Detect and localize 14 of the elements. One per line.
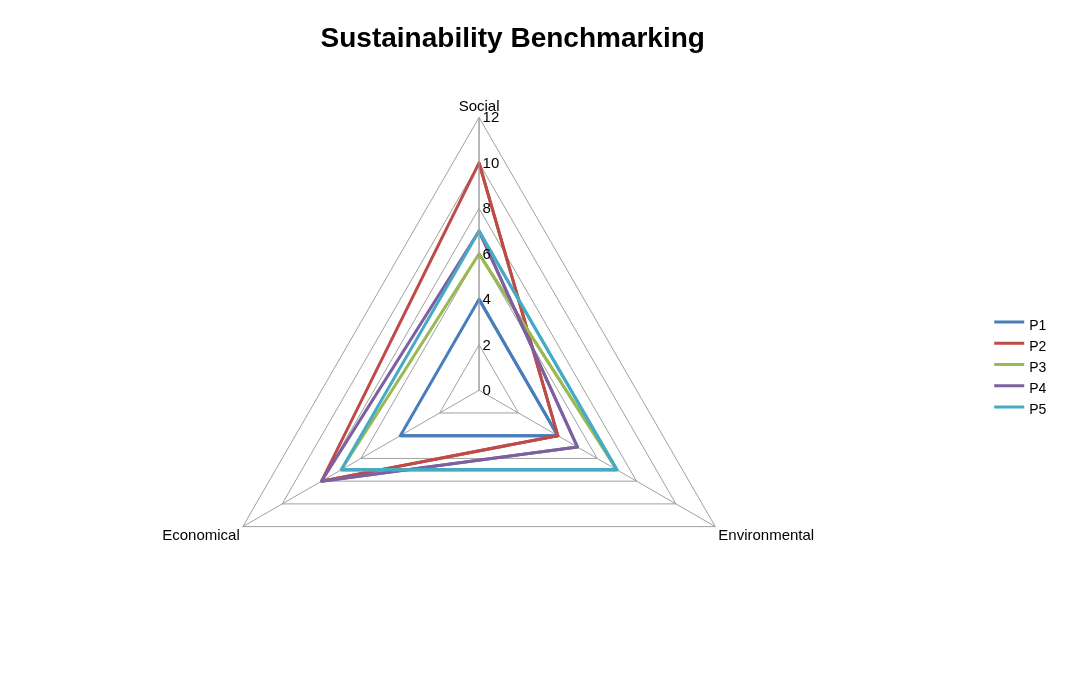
legend-label: P2	[1029, 337, 1047, 354]
spoke-label: Economical	[162, 526, 240, 544]
y-tick-label: 8	[482, 199, 491, 217]
legend-label: P3	[1029, 358, 1047, 375]
spoke-label: Environmental	[718, 526, 815, 544]
legend-label: P1	[1029, 316, 1047, 333]
chart-title: Sustainability Benchmarking	[320, 22, 705, 54]
y-tick-label: 6	[482, 244, 491, 262]
y-tick-label: 10	[482, 153, 500, 171]
legend-label: P4	[1029, 380, 1047, 397]
legend-label: P5	[1029, 401, 1047, 418]
y-tick-label: 2	[482, 335, 491, 353]
y-tick-label: 4	[482, 290, 491, 308]
y-tick-label: 0	[482, 381, 491, 399]
